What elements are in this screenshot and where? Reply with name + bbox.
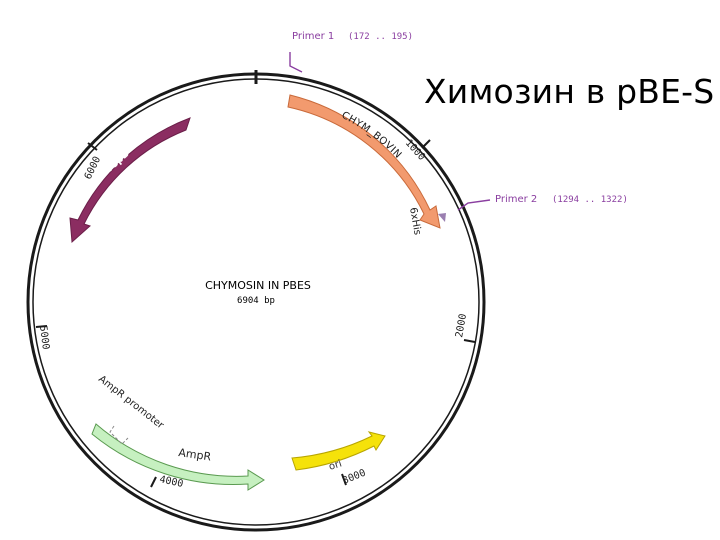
primer-2-marker (457, 199, 491, 211)
tick-6000 (87, 142, 98, 151)
feature-repb-arrow (69, 117, 191, 244)
feature-ampr-label: AmpR (178, 446, 213, 463)
plasmid-name: CHYMOSIN IN PBES (205, 279, 311, 292)
feature-6xhis-marker (438, 213, 446, 222)
primer-2-label: Primer 2 (495, 194, 537, 205)
tick-label-1000: 1000 (403, 138, 427, 163)
feature-ampr-promoter-label: AmpR promoter (96, 374, 166, 432)
slide-title: Химозин в pBE-S (424, 72, 715, 111)
tick-4000 (150, 476, 157, 488)
feature-ori-label: ori (328, 458, 344, 472)
feature-ampr-arrow (91, 423, 265, 491)
primer-1-range: (172 .. 195) (348, 32, 413, 42)
feature-ori-arrow (291, 431, 386, 471)
tick-label-2000: 2000 (454, 313, 469, 339)
primer-1-marker (289, 52, 303, 73)
feature-chym-bovin-arrow (287, 94, 441, 229)
primer-2-range: (1294 .. 1322) (552, 195, 628, 205)
tick-5000 (35, 325, 48, 328)
tick-2000 (463, 339, 476, 343)
primer-1-label: Primer 1 (292, 31, 334, 42)
plasmid-size: 6904 bp (237, 296, 275, 306)
tick-label-4000: 4000 (158, 474, 184, 490)
feature-6xhis-label: 6xHis (407, 207, 423, 236)
tick-3000 (341, 473, 347, 486)
feature-chym-bovin-label: CHYM_BOVIN (340, 110, 404, 161)
tick-label-5000: 5000 (37, 325, 51, 350)
feature-ampr-promoter-bracket (109, 425, 129, 445)
tick-1000 (421, 139, 431, 149)
tick-label-3000: 3000 (341, 468, 367, 487)
